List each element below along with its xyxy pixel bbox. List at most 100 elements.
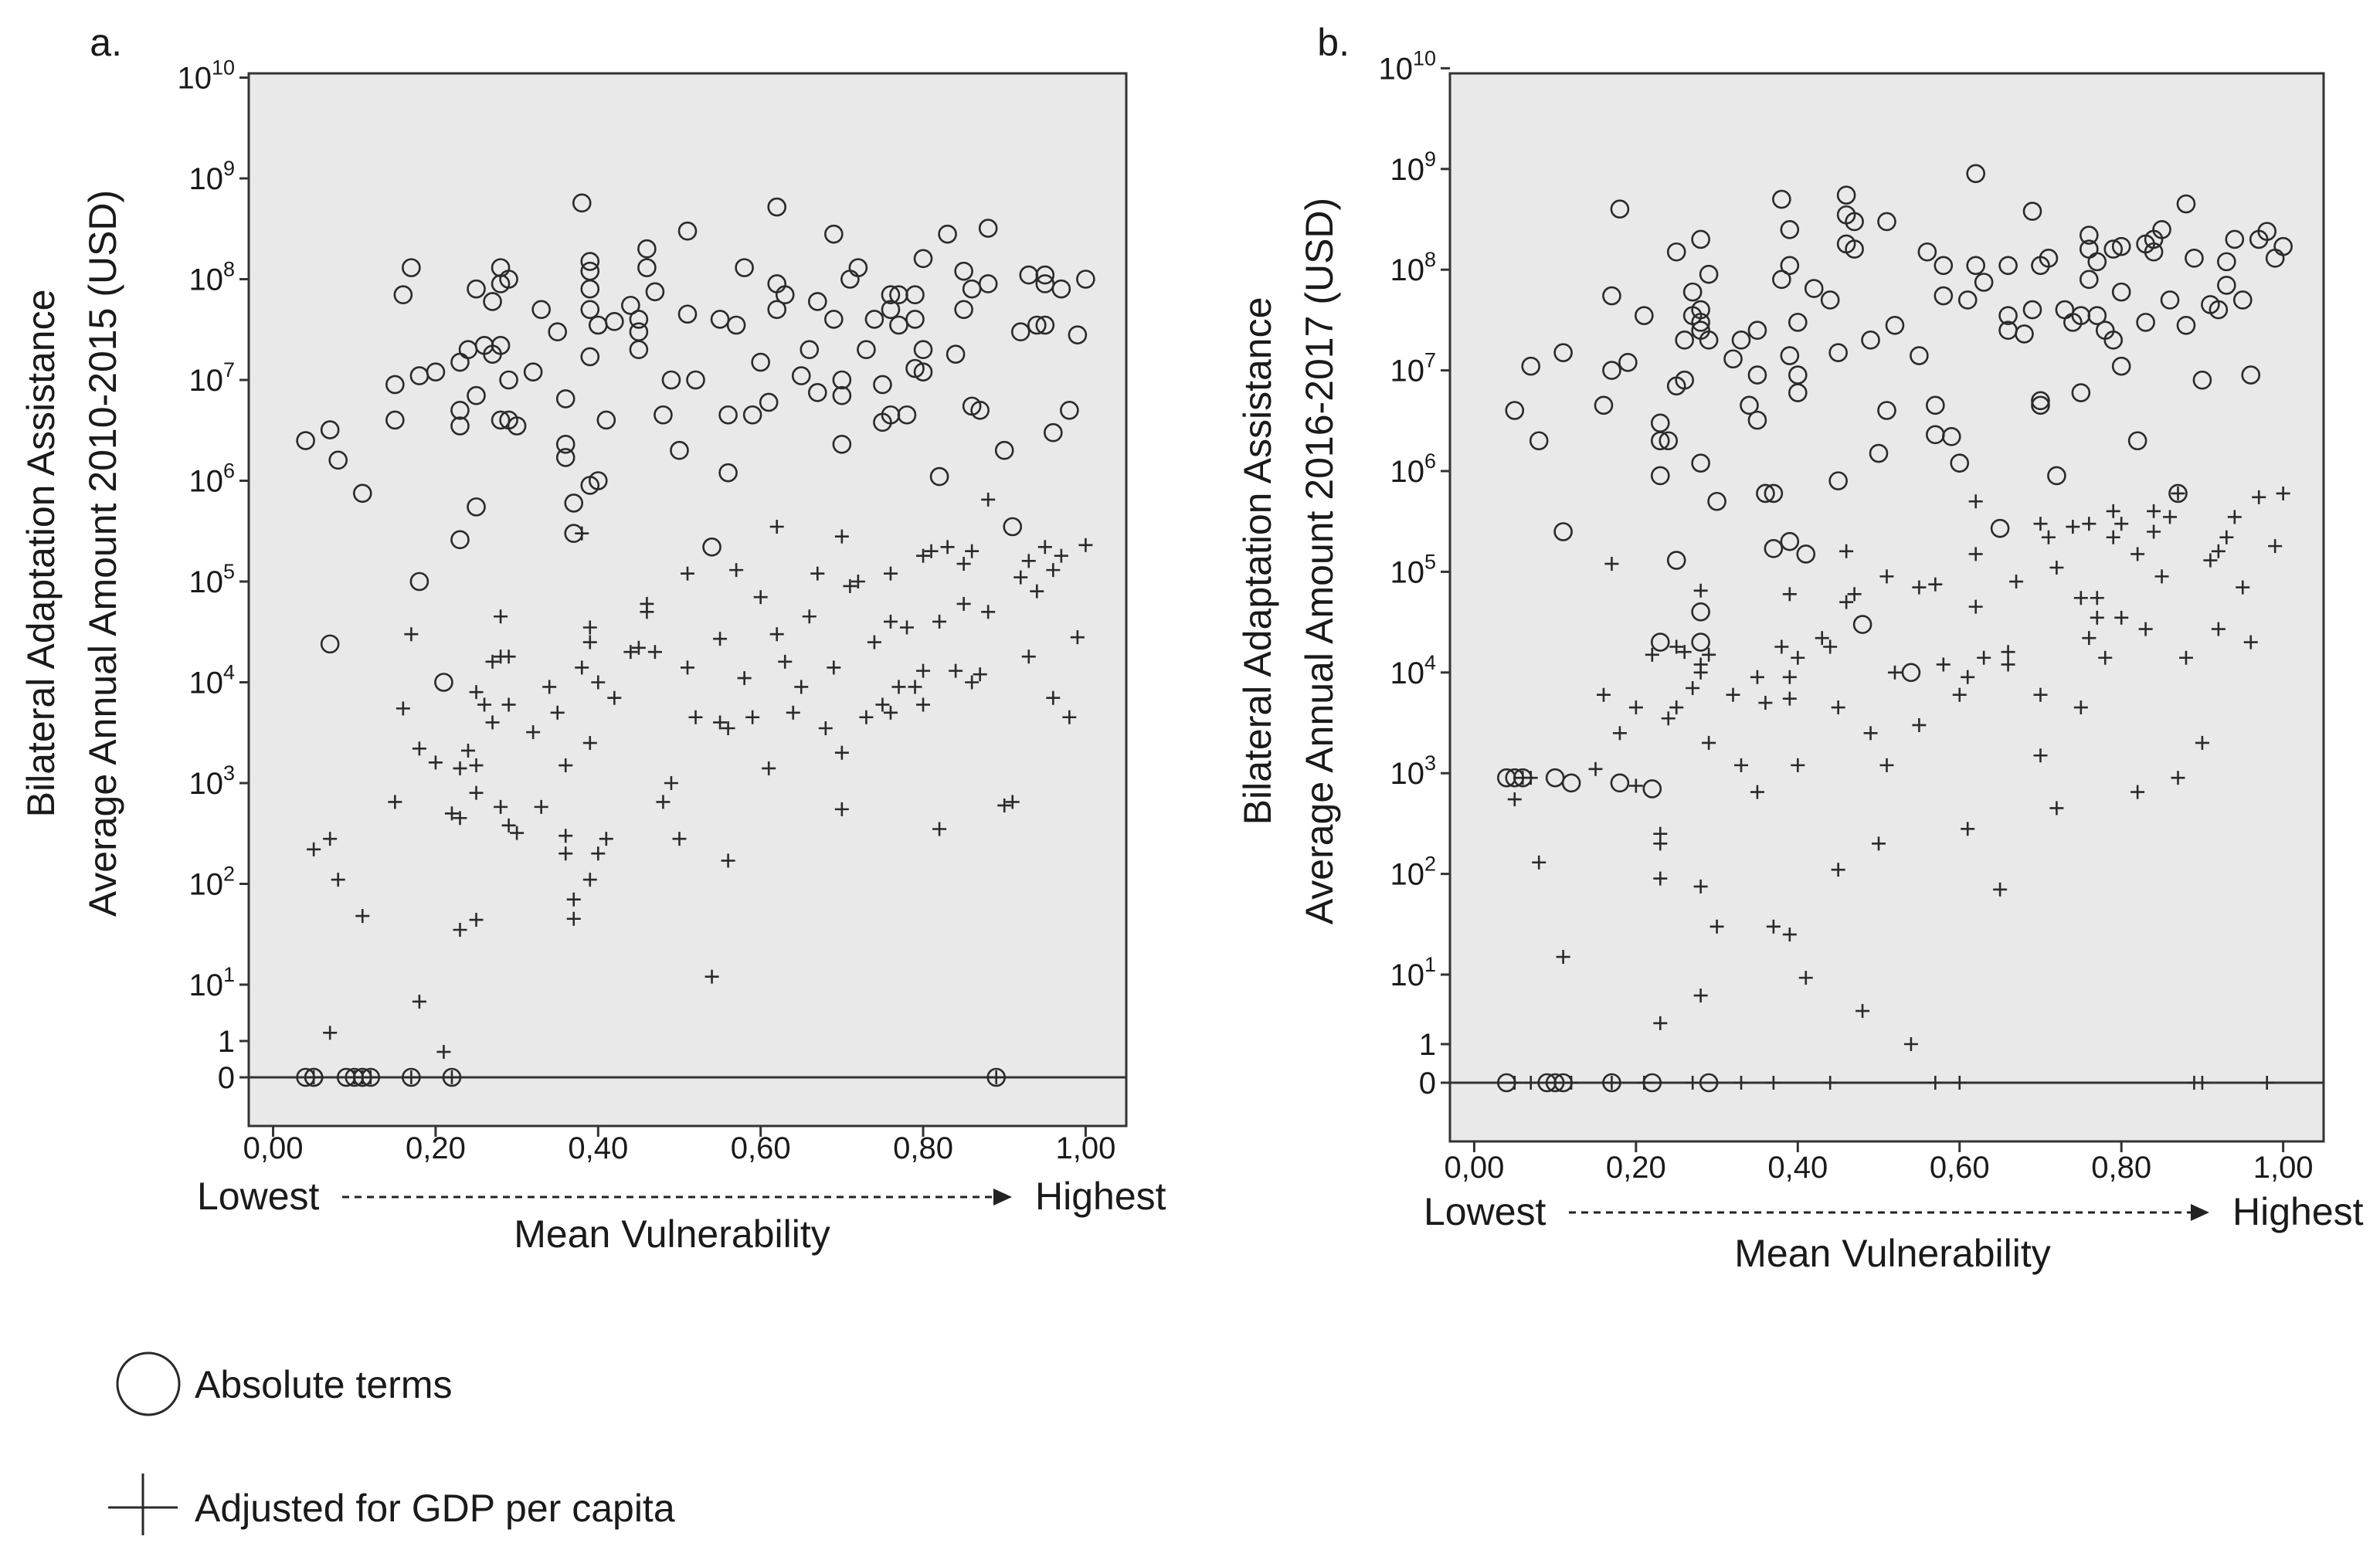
data-point-circle <box>1027 315 1047 335</box>
data-point-circle <box>1691 453 1710 473</box>
data-point-circle <box>1747 365 1767 385</box>
data-point-plus <box>2033 687 2048 702</box>
data-point-plus <box>932 614 947 629</box>
data-point-circle <box>1796 544 1816 564</box>
data-point-plus <box>932 822 947 836</box>
data-point-circle <box>491 336 511 355</box>
data-point-plus <box>1693 989 1708 1003</box>
data-point-circle <box>1650 413 1670 433</box>
x-tick-label: 0,20 <box>406 1131 466 1165</box>
data-point-plus <box>494 799 508 814</box>
data-point-circle <box>1869 443 1889 463</box>
data-point-circle <box>499 370 518 390</box>
data-point-circle <box>1950 453 1970 473</box>
data-point-plus <box>916 697 931 712</box>
data-point-circle <box>2087 252 2107 272</box>
data-point-circle <box>467 385 486 405</box>
data-point-plus <box>640 596 654 611</box>
data-point-plus <box>1693 665 1708 680</box>
data-point-plus <box>1653 1016 1668 1030</box>
data-point-plus <box>575 526 589 541</box>
y-axis-title-line-1: Bilateral Adaptation Assistance <box>19 290 63 818</box>
data-point-plus <box>501 697 516 712</box>
data-point-plus <box>2219 530 2234 544</box>
data-point-plus <box>2001 645 2015 660</box>
data-point-plus <box>1686 680 1700 695</box>
data-point-plus <box>786 705 800 720</box>
y-tick-label: 108 <box>188 258 235 297</box>
data-point-circle <box>897 405 917 425</box>
data-point-circle <box>483 292 502 311</box>
data-point-plus <box>534 799 548 814</box>
data-point-circle <box>1003 517 1023 537</box>
data-point-circle <box>450 530 470 550</box>
data-point-circle <box>1756 483 1775 504</box>
data-point-plus <box>591 675 606 690</box>
data-point-circle <box>2031 391 2050 411</box>
data-point-plus <box>1782 927 1797 942</box>
data-point-plus <box>1968 494 1983 509</box>
data-point-plus <box>802 609 817 624</box>
y-tick-label: 101 <box>188 963 235 1002</box>
data-point-plus <box>794 680 809 694</box>
data-point-plus <box>469 785 484 800</box>
data-point-circle <box>402 258 421 277</box>
data-point-circle <box>2031 395 2050 415</box>
data-point-plus <box>2114 610 2129 625</box>
data-point-plus <box>900 620 914 635</box>
y-tick-label: 108 <box>1390 248 1436 287</box>
data-point-plus <box>875 697 890 712</box>
data-point-plus <box>997 798 1012 812</box>
data-point-circle <box>775 285 795 305</box>
data-point-plus <box>1523 1076 1538 1090</box>
y-tick-label: 1010 <box>177 56 235 96</box>
data-point-plus <box>965 675 980 690</box>
data-point-circle <box>621 296 640 315</box>
data-point-plus <box>1021 649 1036 664</box>
x-low-label: Lowest <box>197 1175 320 1218</box>
data-point-circle <box>767 197 787 217</box>
data-point-plus <box>1693 879 1708 894</box>
data-point-plus <box>1604 1076 1619 1090</box>
data-point-circle <box>352 483 372 504</box>
data-point-plus <box>1782 670 1797 684</box>
data-point-circle <box>1772 189 1791 209</box>
data-point-plus <box>412 994 426 1009</box>
data-point-circle <box>718 405 738 425</box>
data-point-circle <box>726 315 746 335</box>
data-point-circle <box>1934 256 1954 276</box>
data-point-plus <box>1977 650 1991 665</box>
legend-label-adjusted: Adjusted for GDP per capita <box>195 1487 675 1530</box>
data-point-circle <box>832 385 852 405</box>
x-high-label: Highest <box>1035 1175 1166 1218</box>
data-point-plus <box>1653 871 1668 886</box>
data-point-circle <box>905 310 925 329</box>
data-point-circle <box>2015 324 2034 344</box>
x-tick-label: 0,80 <box>893 1131 953 1165</box>
y-axis-title-line-2: Average Annual Amount 2016-2017 (USD) <box>1298 198 1341 924</box>
data-point-circle <box>864 310 884 329</box>
data-point-circle <box>1051 279 1071 299</box>
series-adjusted <box>307 492 1093 1084</box>
data-point-circle <box>1691 313 1710 332</box>
data-point-circle <box>905 358 925 378</box>
x-tick-label: 1,00 <box>1055 1131 1115 1165</box>
data-point-circle <box>1828 471 1848 490</box>
data-point-plus <box>883 614 898 629</box>
data-point-circle <box>1602 286 1621 306</box>
y-tick-label: 0 <box>1419 1067 1436 1100</box>
data-point-plus <box>1005 795 1020 809</box>
data-point-plus <box>323 1026 338 1040</box>
data-point-plus <box>737 671 752 686</box>
data-point-circle <box>320 634 340 654</box>
data-point-plus <box>688 710 703 724</box>
data-point-circle <box>2176 194 2196 214</box>
data-point-plus <box>526 725 541 740</box>
data-point-circle <box>832 370 852 390</box>
data-point-plus <box>2236 580 2250 595</box>
data-point-plus <box>721 721 735 735</box>
data-point-circle <box>832 434 852 454</box>
x-tick-label: 0,40 <box>568 1131 628 1165</box>
data-point-plus <box>2227 510 2242 524</box>
data-point-plus <box>1507 792 1522 807</box>
